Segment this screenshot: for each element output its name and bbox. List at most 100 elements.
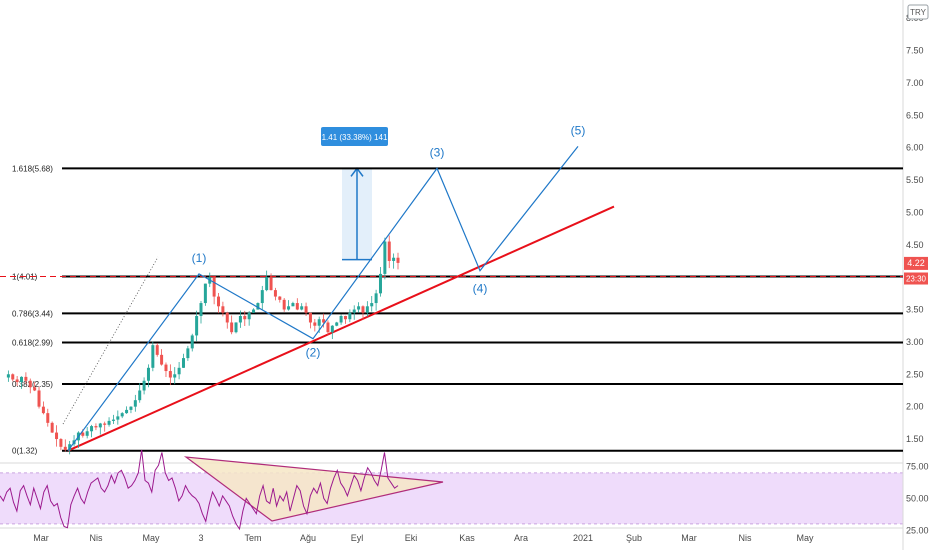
candle-body bbox=[247, 312, 251, 320]
candle-body bbox=[155, 345, 159, 355]
time-tick-label: May bbox=[142, 533, 160, 543]
candle-body bbox=[335, 322, 339, 326]
candle-body bbox=[304, 306, 308, 313]
price-tick-label: 5.50 bbox=[906, 175, 924, 185]
candle-body bbox=[269, 277, 273, 291]
time-tick-label: 3 bbox=[198, 533, 203, 543]
measure-label-text: 1.41 (33.38%) 141 bbox=[322, 133, 388, 142]
candle-body bbox=[85, 431, 89, 436]
candle-body bbox=[300, 306, 304, 310]
candle-body bbox=[357, 306, 361, 310]
candle-body bbox=[230, 322, 234, 333]
candle-body bbox=[41, 406, 45, 414]
candle-body bbox=[24, 376, 28, 381]
fibonacci-levels[interactable]: 1.618(5.68)1(4.01)0.786(3.44)0.618(2.99)… bbox=[12, 164, 903, 456]
candle-body bbox=[365, 306, 369, 313]
candle-body bbox=[173, 374, 177, 378]
time-tick-label: Ağu bbox=[300, 533, 316, 543]
candle-body bbox=[370, 303, 374, 307]
candle-body bbox=[103, 423, 107, 425]
price-tick-label: 1.50 bbox=[906, 434, 924, 444]
candle-body bbox=[98, 423, 102, 428]
candle-body bbox=[15, 379, 19, 383]
candle-body bbox=[361, 306, 365, 313]
fib-level-label: 0.618(2.99) bbox=[12, 339, 53, 348]
candle-body bbox=[273, 290, 277, 297]
candle-body bbox=[378, 273, 382, 294]
time-tick-label: Eyl bbox=[351, 533, 364, 543]
price-tick-label: 2.00 bbox=[906, 402, 924, 412]
trendline[interactable] bbox=[67, 205, 615, 452]
candle-body bbox=[146, 367, 150, 381]
candle-body bbox=[186, 348, 190, 359]
elliott-wave-line[interactable] bbox=[67, 145, 579, 452]
candle-body bbox=[225, 312, 229, 323]
elliott-wave-labels: (1) (2) (3) (4) (5) bbox=[192, 123, 586, 359]
candle-body bbox=[243, 316, 247, 320]
candle-body bbox=[339, 316, 343, 323]
fib-level-label: 0.382(2.35) bbox=[12, 380, 53, 389]
candle-body bbox=[396, 257, 400, 263]
price-tick-label: 6.00 bbox=[906, 143, 924, 153]
candle-body bbox=[190, 335, 194, 349]
candle-body bbox=[125, 409, 129, 414]
candle-body bbox=[168, 371, 172, 378]
candle-body bbox=[55, 432, 59, 440]
price-tick-label: 7.50 bbox=[906, 46, 924, 56]
candle-body bbox=[160, 354, 164, 365]
candle-body bbox=[387, 241, 391, 261]
candle-body bbox=[59, 439, 63, 447]
candle-body bbox=[343, 316, 347, 320]
candle-body bbox=[330, 325, 334, 333]
candle-body bbox=[287, 306, 291, 310]
candle-body bbox=[11, 374, 15, 380]
candle-body bbox=[256, 303, 260, 310]
candle-body bbox=[260, 290, 264, 304]
time-axis[interactable]: Mar Nis May 3 Tem Ağu Eyl Eki Kas Ara 2021 Şub Mar Ni… bbox=[33, 533, 814, 543]
measure-label: 1.41 (33.38%) 141 bbox=[321, 127, 388, 146]
candle-body bbox=[151, 345, 155, 368]
time-tick-label: Mar bbox=[681, 533, 697, 543]
candle-body bbox=[107, 420, 111, 425]
price-tick-label: 3.00 bbox=[906, 337, 924, 347]
candle-body bbox=[313, 322, 317, 326]
candle-body bbox=[68, 444, 72, 451]
currency-badge[interactable]: TRY bbox=[907, 4, 929, 20]
candle-body bbox=[199, 303, 203, 317]
candle-body bbox=[6, 374, 10, 378]
rsi-axis: 75.00 50.00 25.00 bbox=[906, 462, 929, 536]
candle-body bbox=[383, 241, 387, 274]
time-tick-label: 2021 bbox=[573, 533, 593, 543]
time-tick-label: Mar bbox=[33, 533, 49, 543]
candle-body bbox=[238, 316, 242, 323]
candle-body bbox=[129, 406, 133, 410]
price-axis[interactable]: 8.007.507.006.506.005.505.004.504.003.50… bbox=[906, 13, 924, 444]
last-price-text: 4.22 bbox=[907, 258, 925, 268]
time-tick-label: Eki bbox=[405, 533, 418, 543]
candle-body bbox=[94, 426, 98, 428]
candle-body bbox=[63, 446, 67, 451]
time-tick-label: Şub bbox=[626, 533, 642, 543]
countdown-text: 23:30 bbox=[906, 275, 927, 284]
candle-body bbox=[217, 296, 221, 307]
price-tick-label: 7.00 bbox=[906, 78, 924, 88]
candle-body bbox=[50, 422, 54, 433]
wave-label: (3) bbox=[430, 145, 445, 159]
wave-label: (1) bbox=[192, 251, 207, 265]
candle-body bbox=[348, 312, 352, 320]
candle-body bbox=[212, 277, 216, 297]
candle-body bbox=[291, 303, 295, 307]
candle-body bbox=[322, 319, 326, 323]
candle-body bbox=[265, 277, 269, 291]
price-tick-label: 3.50 bbox=[906, 305, 924, 315]
last-price-label: 4.22 bbox=[904, 256, 928, 270]
candle-body bbox=[37, 390, 41, 407]
time-tick-label: May bbox=[796, 533, 814, 543]
candle-body bbox=[177, 367, 181, 375]
candle-body bbox=[33, 387, 37, 391]
rsi-band bbox=[0, 472, 903, 524]
candle-body bbox=[295, 303, 299, 310]
candle-body bbox=[326, 322, 330, 333]
